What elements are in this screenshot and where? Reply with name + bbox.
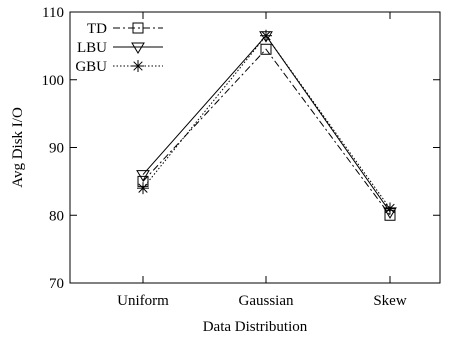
series-td: [137, 43, 396, 221]
legend-marker-lbu: [131, 42, 145, 54]
x-tick-label: Gaussian: [239, 293, 294, 309]
data-point-gbu: [260, 29, 272, 42]
y-tick-label: 100: [42, 73, 65, 89]
legend-item-gbu: GBU: [75, 59, 163, 75]
legend-item-lbu: LBU: [77, 40, 163, 56]
series-line-td: [142, 48, 391, 216]
y-tick-label: 70: [49, 276, 64, 292]
legend-marker-td: [132, 22, 144, 34]
legend-label-lbu: LBU: [77, 40, 107, 56]
data-point-gbu: [384, 202, 396, 215]
x-tick-label: Skew: [373, 293, 407, 309]
plot-axes: 70 80 90 100 110 Uniform Gaussian Skew: [42, 5, 441, 309]
x-tick-label: Uniform: [117, 293, 169, 309]
legend-label-gbu: GBU: [75, 59, 107, 75]
data-point-gbu: [137, 182, 149, 195]
y-axis-title: Avg Disk I/O: [10, 107, 26, 188]
y-tick-label: 90: [49, 141, 64, 157]
data-point-td: [260, 43, 272, 55]
data-point-lbu: [136, 170, 150, 182]
series-line-gbu: [142, 34, 391, 209]
plot-frame: [69, 11, 441, 284]
series-gbu: [137, 29, 396, 215]
legend-marker-gbu: [132, 60, 144, 72]
y-tick-label: 80: [49, 208, 64, 224]
legend-item-td: TD: [87, 21, 163, 37]
series-lbu: [136, 31, 397, 219]
legend-label-td: TD: [87, 21, 107, 37]
y-tick-label: 110: [42, 5, 64, 21]
legend: TD LBU GBU: [75, 21, 163, 75]
series-layer: [136, 29, 397, 221]
series-line-lbu: [142, 34, 391, 213]
x-axis-title: Data Distribution: [203, 319, 308, 335]
